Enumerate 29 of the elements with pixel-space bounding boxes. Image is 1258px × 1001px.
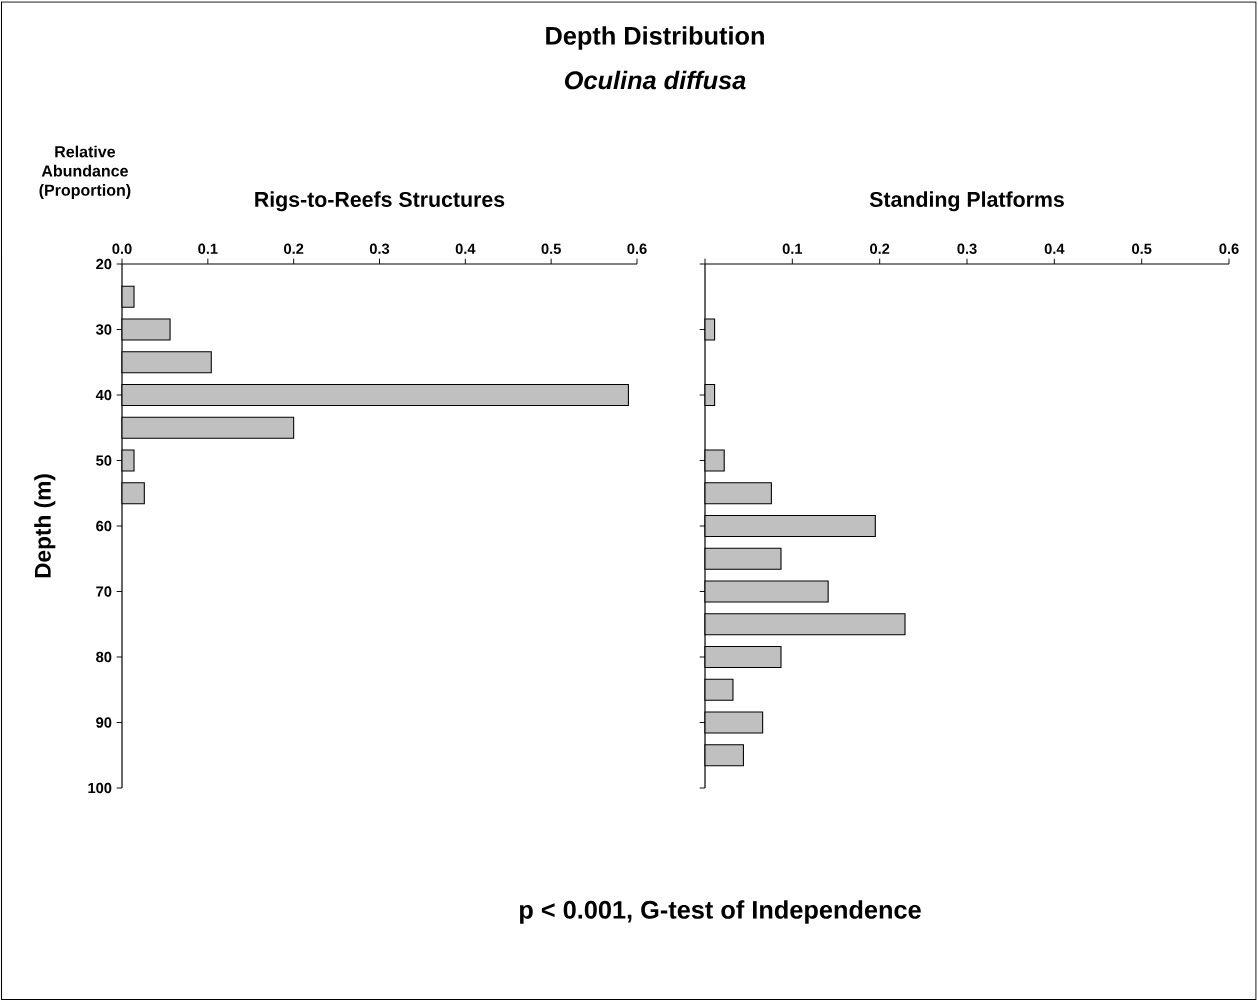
x-tick-label: 0.6	[1219, 243, 1239, 254]
x-tick-label: 0.0	[112, 243, 132, 254]
x-tick-label: 0.2	[284, 243, 304, 254]
chart-title: Rigs-to-Reefs Structures	[255, 191, 505, 212]
y-tick-label: 40	[95, 389, 112, 401]
text: p < 0.001, G-test of Independence	[520, 900, 921, 924]
y-tick-label: 90	[96, 717, 112, 728]
y-axis-title: Depth (m)	[34, 474, 56, 578]
x-tick-label: 0.6	[627, 243, 647, 254]
x-tick-label: 0.3	[957, 243, 977, 254]
x-tick-label: 0.1	[198, 243, 218, 254]
chart-title: Standing Platforms	[869, 191, 1064, 212]
x-axis-title: Relative Abundance (Proportion)	[39, 145, 131, 199]
y-tick-label: 50	[96, 455, 112, 466]
text: Oculina diffusa	[564, 70, 746, 90]
y-tick-label: 100	[88, 782, 112, 794]
x-tick-label: 0.4	[1044, 243, 1065, 254]
x-tick-label: 0.5	[541, 243, 561, 254]
x-tick-label: 0.4	[455, 243, 476, 254]
y-tick-label: 30	[95, 324, 112, 335]
x-tick-label: 0.5	[1132, 243, 1152, 254]
x-tick-label: 0.2	[870, 243, 890, 254]
x-tick-label: 0.3	[369, 243, 390, 254]
y-tick-label: 80	[96, 651, 112, 663]
y-tick-label: 70	[96, 586, 112, 597]
text: Depth Distribution	[546, 26, 764, 50]
y-tick-label: 60	[96, 520, 112, 532]
y-tick-label: 20	[96, 258, 112, 270]
x-tick-label: 0.1	[782, 243, 803, 254]
